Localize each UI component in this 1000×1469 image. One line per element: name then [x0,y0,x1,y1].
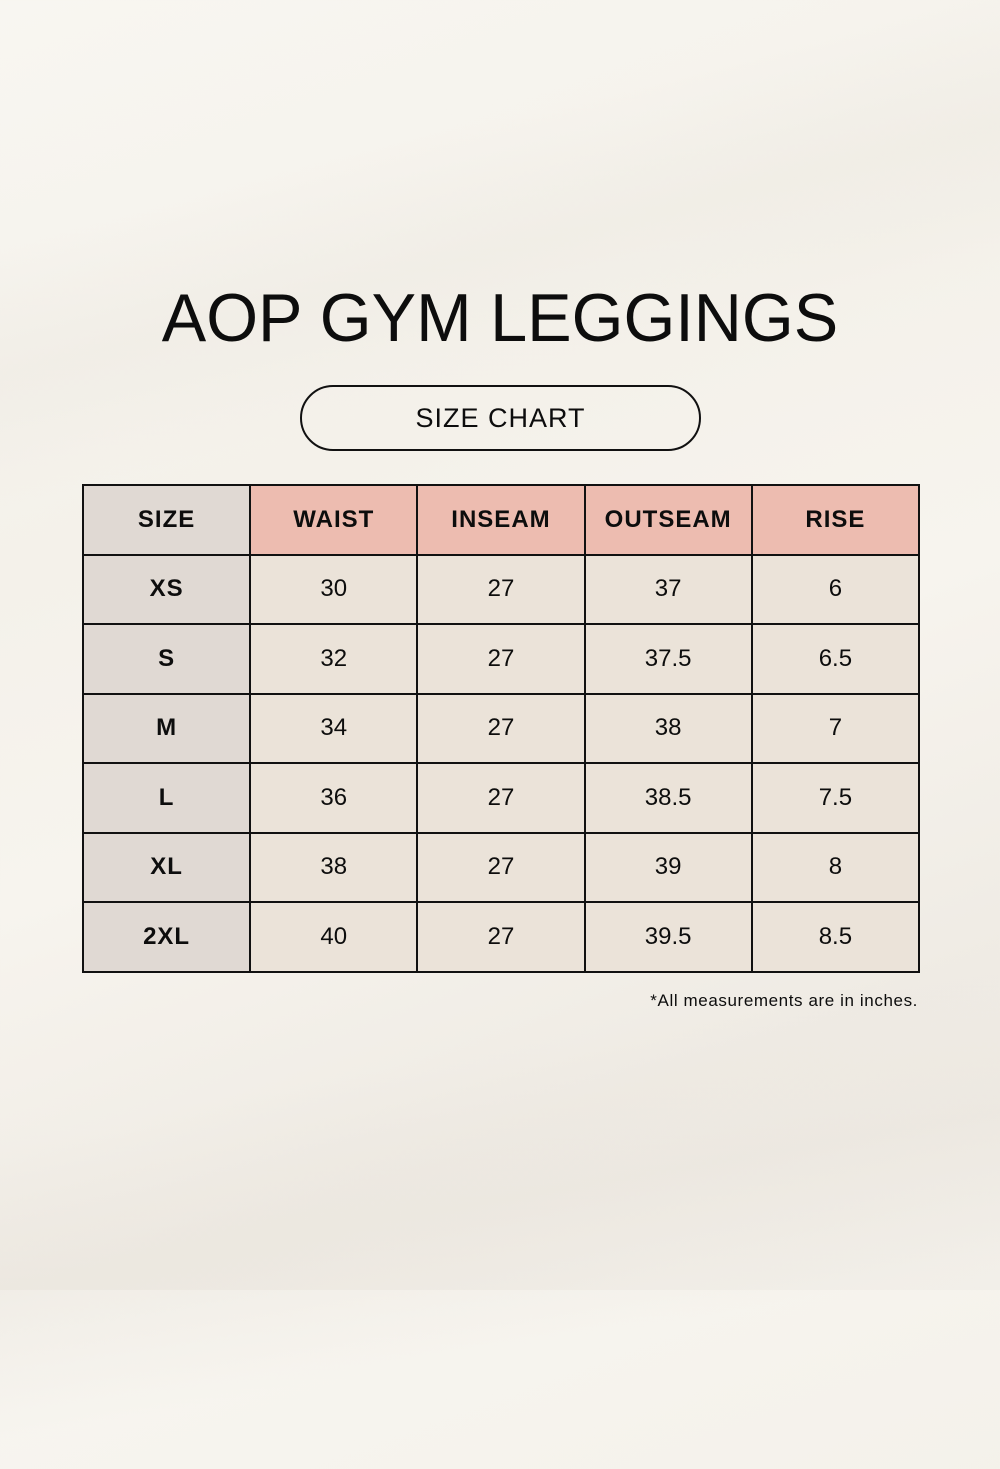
outseam-cell: 37.5 [583,623,753,695]
inseam-cell: 27 [416,901,586,973]
size-cell: 2XL [81,901,252,973]
table-row: XS 30 27 37 6 [81,553,921,625]
outseam-cell: 38 [583,692,753,764]
size-chart-label-text: SIZE CHART [415,402,586,433]
rise-cell: 7 [750,692,921,764]
waist-cell: 40 [249,901,419,973]
waist-cell: 38 [249,831,419,903]
waist-cell: 30 [249,553,419,625]
rise-cell: 8 [750,831,921,903]
outseam-cell: 39 [583,831,753,903]
inseam-cell: 27 [416,553,586,625]
table-header-row: SIZE WAIST INSEAM OUTSEAM RISE [81,484,921,556]
measurement-note: *All measurements are in inches. [650,991,918,1010]
inseam-cell: 27 [416,692,586,764]
size-cell: S [81,623,252,695]
rise-cell: 7.5 [750,762,921,834]
rise-cell: 6 [750,553,921,625]
column-header-outseam: OUTSEAM [583,484,753,556]
rise-cell: 6.5 [750,623,921,695]
table-row: XL 38 27 39 8 [81,831,921,903]
inseam-cell: 27 [416,762,586,834]
size-cell: M [81,692,252,764]
waist-cell: 34 [249,692,419,764]
outseam-cell: 38.5 [583,762,753,834]
size-cell: L [81,762,252,834]
table-row: L 36 27 38.5 7.5 [81,762,921,834]
outseam-cell: 39.5 [583,901,753,973]
table-row: S 32 27 37.5 6.5 [81,623,921,695]
outseam-cell: 37 [583,553,753,625]
table-row: 2XL 40 27 39.5 8.5 [81,901,921,973]
column-header-size: SIZE [81,484,252,556]
waist-cell: 32 [249,623,419,695]
size-cell: XL [81,831,252,903]
column-header-waist: WAIST [249,484,419,556]
column-header-inseam: INSEAM [416,484,586,556]
size-chart-table: SIZE WAIST INSEAM OUTSEAM RISE XS 30 27 … [81,484,921,973]
table-row: M 34 27 38 7 [81,692,921,764]
size-chart-label: SIZE CHART [300,385,701,451]
waist-cell: 36 [249,762,419,834]
column-header-rise: RISE [750,484,921,556]
inseam-cell: 27 [416,623,586,695]
inseam-cell: 27 [416,831,586,903]
background-light-streak [0,930,1000,1469]
size-cell: XS [81,553,252,625]
page-title: AOP GYM LEGGINGS [161,280,839,356]
rise-cell: 8.5 [750,901,921,973]
background-light-streak [0,0,1000,546]
